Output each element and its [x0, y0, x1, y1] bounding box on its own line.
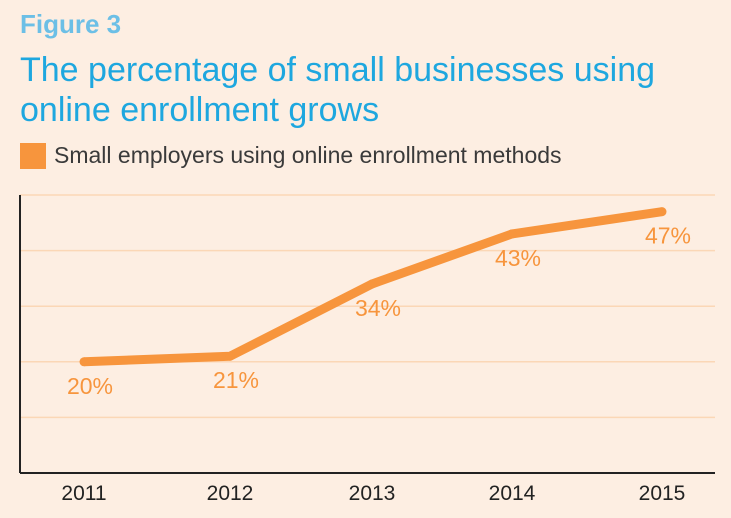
data-label-2011: 20%: [67, 373, 113, 399]
data-point-2012: [225, 351, 235, 361]
data-label-2014: 43%: [495, 245, 541, 271]
data-point-2015: [657, 207, 667, 217]
chart-title: The percentage of small businesses using…: [20, 51, 656, 129]
data-point-2011: [79, 357, 89, 367]
data-label-2015: 47%: [645, 223, 691, 249]
x-tick-label-2012: 2012: [207, 482, 254, 505]
legend-label: Small employers using online enrollment …: [54, 142, 562, 168]
legend-swatch: [20, 142, 46, 169]
x-tick-label-2013: 2013: [349, 482, 396, 505]
figure-label: Figure 3: [20, 9, 122, 39]
x-tick-label-2011: 2011: [61, 482, 106, 505]
data-label-2013: 34%: [355, 295, 401, 321]
legend: Small employers using online enrollment …: [20, 142, 562, 169]
x-tick-label-2015: 2015: [639, 482, 686, 505]
x-tick-label-2014: 2014: [489, 482, 536, 505]
data-label-2012: 21%: [213, 367, 259, 393]
data-point-2014: [507, 229, 517, 239]
data-point-2013: [367, 279, 377, 289]
